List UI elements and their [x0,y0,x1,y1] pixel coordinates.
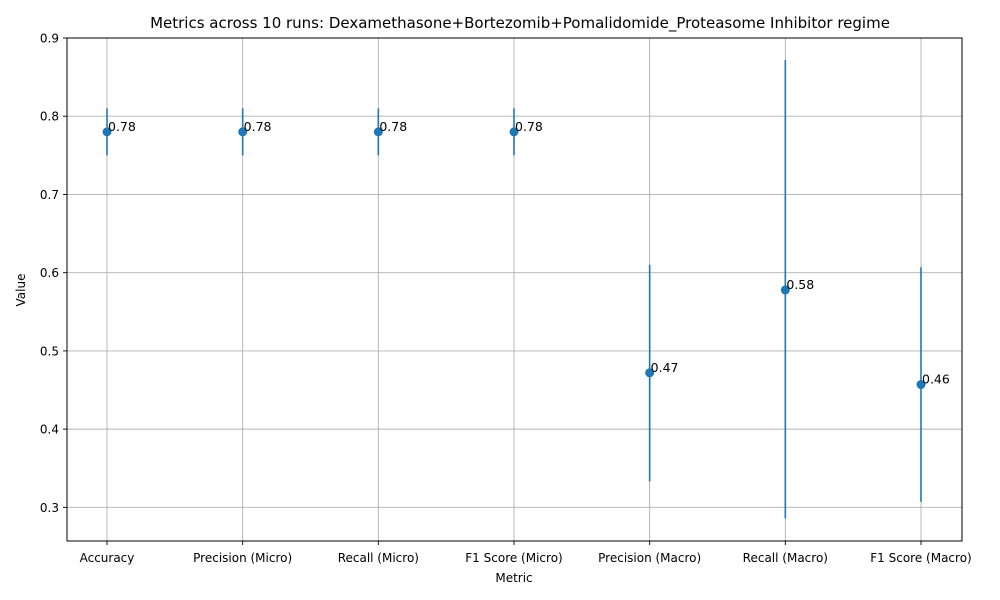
y-tick-label: 0.6 [40,266,59,280]
data-point [509,127,519,137]
x-axis: Accuracy Precision (Micro) Recall (Micro) F… [80,541,972,565]
data-point [780,285,790,295]
data-label: 0.78 [379,119,407,134]
x-axis-label: Metric [495,571,532,585]
data-label: 0.78 [108,119,136,134]
plot-area: 0.78 0.78 0.78 0.78 0.47 0.58 0.46 [102,59,950,519]
plot-frame [66,37,963,542]
data-point [102,127,112,137]
y-tick-label: 0.3 [40,501,59,515]
data-point [373,127,383,137]
data-label: 0.78 [515,119,543,134]
x-tick-label: Precision (Micro) [193,551,292,565]
x-tick-label: Precision (Macro) [598,551,701,565]
data-point [238,127,248,137]
data-label: 0.46 [922,372,950,387]
y-tick-label: 0.9 [40,32,59,46]
data-label: 0.47 [651,360,679,375]
y-tick-label: 0.8 [40,110,59,124]
x-tick-label: Recall (Micro) [338,551,419,565]
data-label: 0.58 [786,277,814,292]
x-tick-label: Recall (Macro) [743,551,828,565]
y-tick-label: 0.4 [40,423,59,437]
y-axis: 0.3 0.4 0.5 0.6 0.7 0.8 0.9 [40,32,67,515]
x-tick-label: Accuracy [80,551,135,565]
chart-title: Metrics across 10 runs: Dexamethasone+Bo… [150,14,890,33]
data-label: 0.78 [244,119,272,134]
data-point [916,380,926,390]
y-tick-label: 0.7 [40,188,59,202]
x-tick-label: F1 Score (Macro) [870,551,971,565]
y-axis-label: Value [14,274,28,307]
x-tick-label: F1 Score (Micro) [465,551,562,565]
data-point [645,368,655,378]
y-tick-label: 0.5 [40,344,59,358]
